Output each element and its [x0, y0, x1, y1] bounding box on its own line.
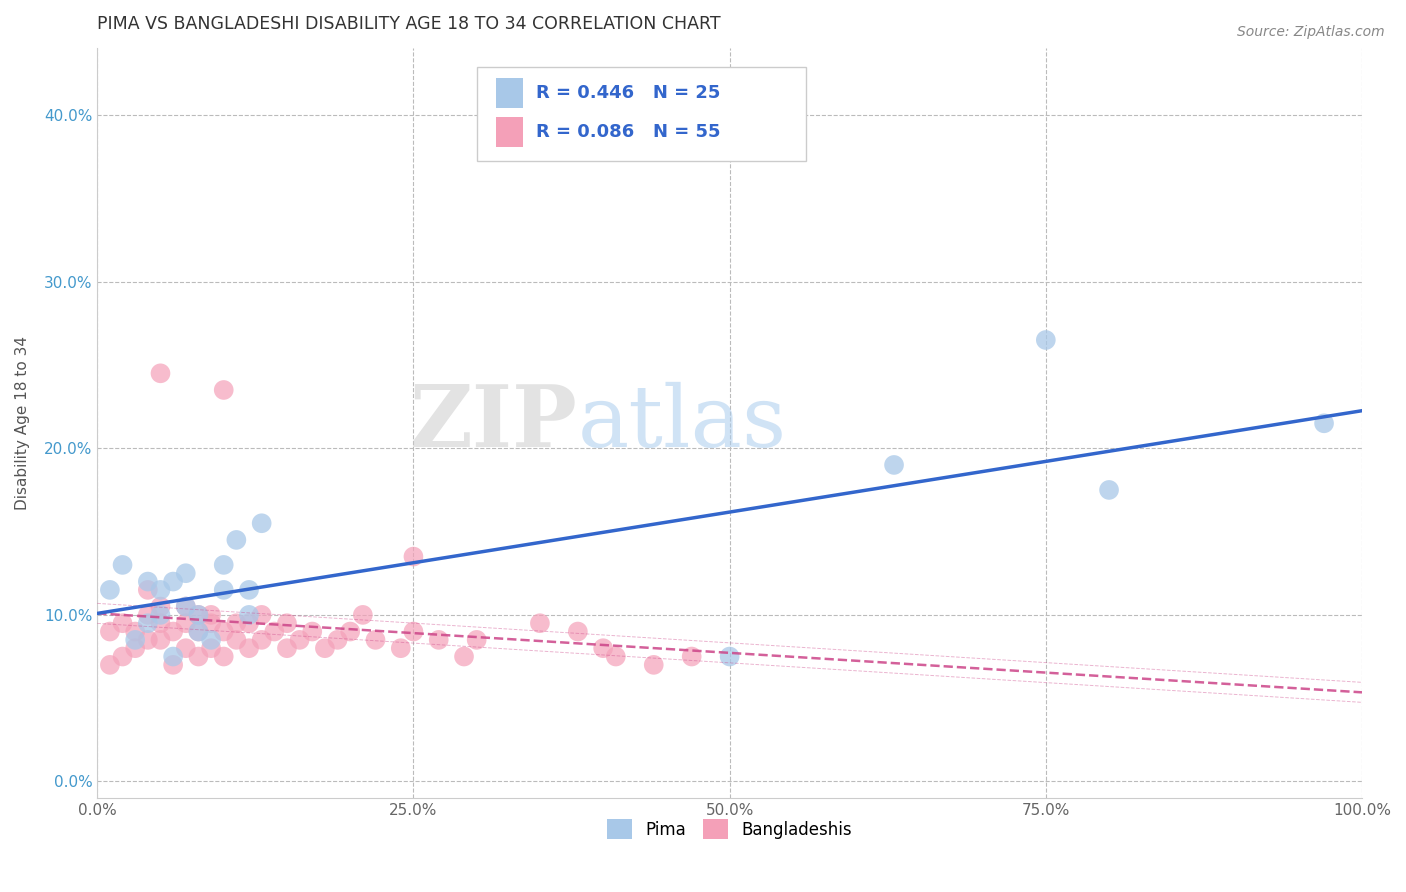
- Point: [124, 641, 146, 656]
- Point: [149, 599, 172, 614]
- Point: [567, 624, 589, 639]
- Point: [136, 632, 159, 647]
- Point: [402, 624, 425, 639]
- Point: [174, 616, 197, 631]
- Point: [98, 582, 121, 597]
- Point: [212, 624, 235, 639]
- Point: [124, 632, 146, 647]
- Point: [212, 649, 235, 664]
- Point: [364, 632, 387, 647]
- Point: [111, 616, 134, 631]
- Point: [162, 649, 184, 664]
- Point: [250, 607, 273, 622]
- Point: [225, 616, 247, 631]
- Point: [718, 649, 741, 664]
- Point: [427, 632, 450, 647]
- Point: [187, 649, 209, 664]
- Point: [225, 632, 247, 647]
- Point: [162, 657, 184, 672]
- Point: [136, 616, 159, 631]
- Point: [200, 616, 222, 631]
- Point: [174, 599, 197, 614]
- Point: [605, 649, 627, 664]
- Point: [98, 657, 121, 672]
- Point: [200, 607, 222, 622]
- Point: [238, 641, 260, 656]
- Point: [276, 616, 298, 631]
- Point: [238, 616, 260, 631]
- Point: [238, 607, 260, 622]
- Point: [225, 533, 247, 547]
- Point: [1313, 417, 1336, 431]
- Point: [288, 632, 311, 647]
- Point: [162, 624, 184, 639]
- Text: R = 0.446   N = 25: R = 0.446 N = 25: [536, 84, 720, 102]
- Point: [883, 458, 905, 472]
- Point: [149, 607, 172, 622]
- Point: [592, 641, 614, 656]
- Point: [250, 632, 273, 647]
- Legend: Pima, Bangladeshis: Pima, Bangladeshis: [600, 813, 859, 846]
- Point: [1035, 333, 1057, 347]
- Text: Source: ZipAtlas.com: Source: ZipAtlas.com: [1237, 25, 1385, 39]
- Point: [149, 616, 172, 631]
- Point: [276, 641, 298, 656]
- Point: [174, 599, 197, 614]
- Point: [326, 632, 349, 647]
- Point: [162, 574, 184, 589]
- Point: [174, 641, 197, 656]
- Point: [149, 632, 172, 647]
- FancyBboxPatch shape: [496, 117, 523, 147]
- Point: [111, 649, 134, 664]
- Point: [453, 649, 475, 664]
- Point: [681, 649, 703, 664]
- Point: [402, 549, 425, 564]
- Y-axis label: Disability Age 18 to 34: Disability Age 18 to 34: [15, 336, 30, 510]
- Text: R = 0.086   N = 55: R = 0.086 N = 55: [536, 123, 721, 141]
- Point: [465, 632, 488, 647]
- Point: [136, 574, 159, 589]
- Text: ZIP: ZIP: [411, 381, 578, 466]
- Point: [187, 624, 209, 639]
- Point: [174, 566, 197, 581]
- Point: [250, 516, 273, 531]
- Point: [149, 582, 172, 597]
- Point: [529, 616, 551, 631]
- Point: [314, 641, 336, 656]
- Point: [187, 607, 209, 622]
- Text: atlas: atlas: [578, 382, 787, 465]
- Point: [1098, 483, 1121, 497]
- Point: [212, 582, 235, 597]
- Point: [263, 624, 285, 639]
- Point: [111, 558, 134, 572]
- Point: [212, 383, 235, 397]
- Point: [136, 582, 159, 597]
- Point: [187, 607, 209, 622]
- Point: [352, 607, 374, 622]
- FancyBboxPatch shape: [477, 67, 806, 161]
- Point: [98, 624, 121, 639]
- Point: [301, 624, 323, 639]
- Point: [339, 624, 361, 639]
- Point: [200, 641, 222, 656]
- Point: [212, 558, 235, 572]
- Text: PIMA VS BANGLADESHI DISABILITY AGE 18 TO 34 CORRELATION CHART: PIMA VS BANGLADESHI DISABILITY AGE 18 TO…: [97, 15, 721, 33]
- Point: [200, 632, 222, 647]
- Point: [124, 624, 146, 639]
- Point: [389, 641, 412, 656]
- FancyBboxPatch shape: [496, 78, 523, 108]
- Point: [187, 624, 209, 639]
- Point: [643, 657, 665, 672]
- Point: [149, 367, 172, 381]
- Point: [238, 582, 260, 597]
- Point: [136, 607, 159, 622]
